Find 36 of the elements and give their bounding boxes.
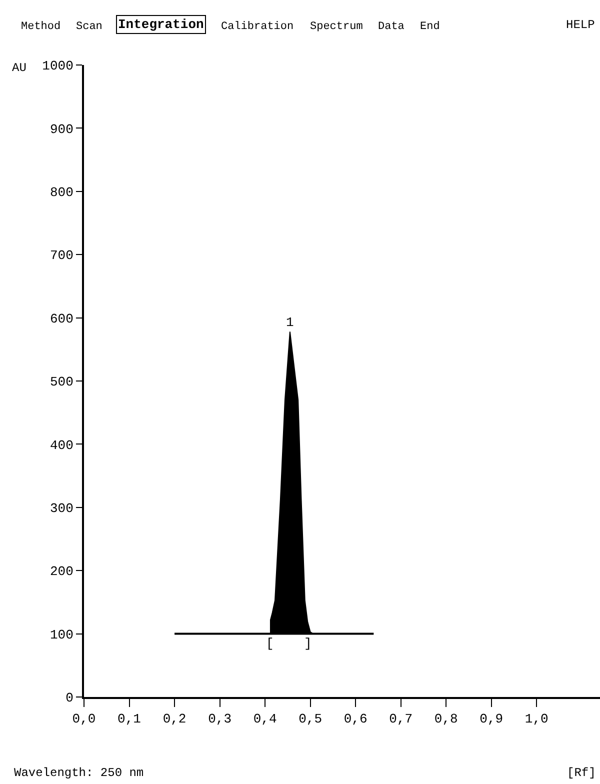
text: Integration bbox=[118, 17, 204, 32]
x-tick-label: 0,8 bbox=[434, 712, 458, 727]
x-axis-title: [Rf] bbox=[567, 766, 596, 780]
annotation: [ bbox=[266, 636, 274, 651]
x-tick-label: 0,7 bbox=[389, 712, 413, 727]
x-tick-label: 0,6 bbox=[344, 712, 368, 727]
text: Wavelength: 250 nm bbox=[14, 766, 144, 780]
text: Method bbox=[21, 21, 61, 33]
y-tick-label: 200 bbox=[50, 564, 74, 580]
x-tick-label: 0,1 bbox=[118, 712, 142, 727]
text: HELP bbox=[566, 18, 595, 32]
text: Data bbox=[378, 21, 405, 33]
x-tick-label: 0,0 bbox=[72, 712, 96, 727]
y-tick-label: 600 bbox=[50, 311, 74, 326]
x-tick-label: 0,2 bbox=[162, 712, 186, 727]
text: Scan bbox=[76, 21, 102, 33]
x-tick-label: 1,0 bbox=[524, 712, 548, 727]
x-tick-label: 0,5 bbox=[298, 712, 322, 727]
y-tick-label: 800 bbox=[50, 184, 74, 200]
text: Calibration bbox=[221, 21, 294, 33]
x-tick-label: 0,4 bbox=[253, 712, 277, 727]
y-tick-label: 100 bbox=[50, 627, 74, 642]
y-tick-label: 400 bbox=[50, 438, 74, 453]
y-axis-title: AU bbox=[12, 61, 26, 75]
y-tick-label: 1000 bbox=[42, 58, 74, 74]
y-tick-label: 900 bbox=[50, 122, 74, 137]
annotation: 1 bbox=[286, 315, 294, 330]
annotation: ] bbox=[304, 636, 312, 651]
y-tick-label: 300 bbox=[50, 500, 74, 516]
y-tick-label: 0 bbox=[66, 690, 74, 706]
y-tick-label: 500 bbox=[50, 374, 74, 390]
x-tick-label: 0,3 bbox=[208, 712, 232, 727]
x-tick-label: 0,9 bbox=[480, 712, 504, 727]
text: End bbox=[420, 21, 440, 33]
text: Spectrum bbox=[310, 21, 364, 33]
y-tick-label: 700 bbox=[50, 248, 74, 264]
